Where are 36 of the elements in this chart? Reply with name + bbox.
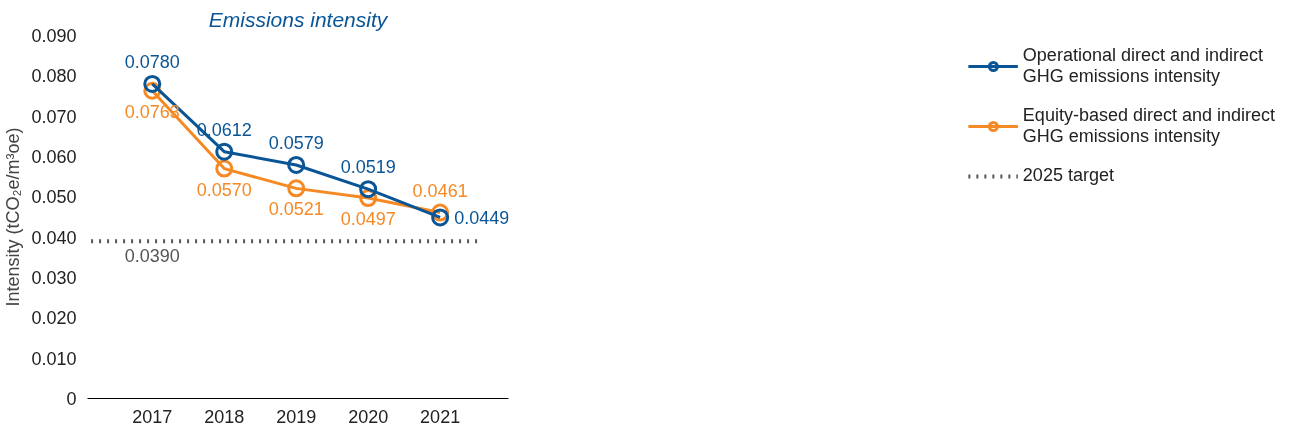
point: [287, 179, 306, 198]
data-label: 0.0570: [196, 179, 252, 200]
annotation: 0.0390: [124, 246, 180, 267]
x-tick-label: 2017: [132, 406, 173, 427]
data-label: 0.0780: [124, 51, 180, 72]
legend-label: 2025 target: [1022, 165, 1114, 186]
point: [359, 180, 378, 199]
y-tick-label: 0: [66, 389, 77, 409]
y-tick-label: 0.020: [31, 308, 77, 329]
point: [215, 159, 234, 178]
data-label: 0.0449: [454, 207, 510, 228]
data-label: 0.0497: [340, 209, 396, 230]
legend-label: Operational direct and indirect GHG emissions intensity: [1022, 45, 1263, 87]
y-axis-title: Intensity (tCO₂e/m³oe): [3, 127, 24, 307]
point: [431, 208, 450, 227]
point: [215, 142, 234, 161]
y-tick-label: 0.080: [31, 66, 77, 87]
y-tick-label: 0.010: [31, 348, 77, 369]
x-tick-label: 2019: [276, 406, 317, 427]
data-label: 0.0461: [412, 180, 468, 201]
data-label: 0.0521: [268, 199, 324, 220]
data-label: 0.0579: [268, 132, 324, 153]
point: [287, 155, 306, 174]
chart-title: Emissions intensity: [208, 7, 389, 31]
y-tick-label: 0.050: [31, 187, 77, 208]
x-tick-label: 2018: [204, 406, 245, 427]
y-tick-label: 0.060: [31, 147, 77, 167]
y-tick-label: 0.090: [31, 26, 77, 46]
y-tick-label: 0.070: [31, 106, 77, 127]
y-tick-label: 0.040: [31, 227, 77, 248]
x-tick-label: 2021: [420, 406, 461, 427]
point: [143, 74, 162, 93]
x-tick-label: 2020: [348, 406, 389, 427]
data-label: 0.0519: [340, 157, 396, 178]
y-tick-label: 0.030: [31, 268, 77, 288]
legend-label: Equity-based direct and indirect GHG emissions intensity: [1022, 105, 1275, 147]
